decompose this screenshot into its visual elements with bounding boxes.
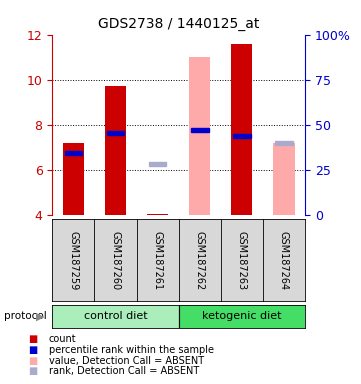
Bar <box>231 44 252 215</box>
Bar <box>107 131 124 135</box>
Text: ■: ■ <box>28 356 37 366</box>
Bar <box>274 143 295 215</box>
Bar <box>189 57 210 215</box>
Bar <box>179 305 305 328</box>
Text: GSM187261: GSM187261 <box>153 231 163 290</box>
Title: GDS2738 / 1440125_at: GDS2738 / 1440125_at <box>98 17 260 31</box>
Bar <box>149 162 166 166</box>
Bar <box>52 305 179 328</box>
Text: control diet: control diet <box>84 311 147 321</box>
Text: ■: ■ <box>28 345 37 355</box>
Text: ▶: ▶ <box>36 311 45 321</box>
Text: GSM187264: GSM187264 <box>279 231 289 290</box>
Text: GSM187262: GSM187262 <box>195 230 205 290</box>
Bar <box>191 128 209 132</box>
Text: ketogenic diet: ketogenic diet <box>202 311 282 321</box>
Text: percentile rank within the sample: percentile rank within the sample <box>49 345 214 355</box>
Text: GSM187263: GSM187263 <box>237 231 247 290</box>
Text: rank, Detection Call = ABSENT: rank, Detection Call = ABSENT <box>49 366 199 376</box>
Bar <box>233 134 251 138</box>
Bar <box>63 143 84 215</box>
Bar <box>105 86 126 215</box>
Bar <box>275 141 293 145</box>
Bar <box>65 151 82 155</box>
Text: ■: ■ <box>28 366 37 376</box>
Text: count: count <box>49 334 77 344</box>
Text: protocol: protocol <box>4 311 46 321</box>
Text: ■: ■ <box>28 334 37 344</box>
Text: GSM187260: GSM187260 <box>110 231 121 290</box>
Bar <box>147 214 168 215</box>
Text: value, Detection Call = ABSENT: value, Detection Call = ABSENT <box>49 356 204 366</box>
Text: GSM187259: GSM187259 <box>68 230 78 290</box>
